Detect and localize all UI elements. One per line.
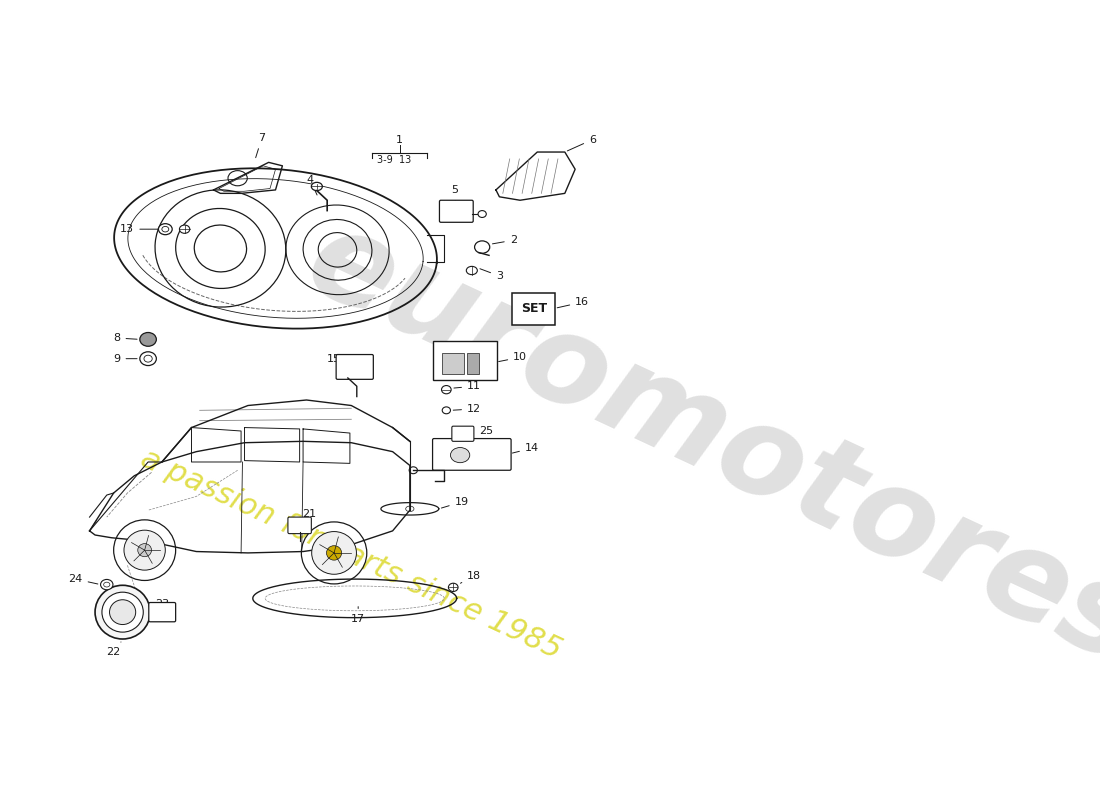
Ellipse shape [474, 241, 490, 254]
Text: 21: 21 [299, 509, 316, 522]
Text: 18: 18 [461, 570, 481, 583]
FancyBboxPatch shape [513, 293, 556, 325]
Text: 3: 3 [480, 269, 503, 281]
Ellipse shape [179, 225, 190, 234]
Text: 9: 9 [113, 354, 138, 364]
Text: 6: 6 [568, 134, 596, 151]
Ellipse shape [95, 586, 151, 639]
FancyBboxPatch shape [433, 341, 496, 380]
Text: 12: 12 [453, 404, 481, 414]
Text: 25: 25 [465, 426, 493, 436]
Text: 24: 24 [68, 574, 98, 584]
Ellipse shape [478, 210, 486, 218]
Text: SET: SET [520, 302, 547, 315]
Ellipse shape [327, 546, 342, 560]
Text: 10: 10 [498, 352, 527, 362]
Ellipse shape [110, 600, 135, 625]
Text: 19: 19 [441, 497, 469, 508]
Ellipse shape [102, 592, 143, 632]
Text: 17: 17 [351, 606, 365, 624]
Ellipse shape [466, 266, 477, 274]
Text: 2: 2 [493, 235, 517, 245]
Text: a passion for parts since 1985: a passion for parts since 1985 [136, 444, 566, 665]
Ellipse shape [140, 352, 156, 366]
Text: 7: 7 [255, 134, 265, 158]
FancyBboxPatch shape [337, 354, 373, 379]
Text: 20: 20 [443, 457, 472, 467]
Text: 4: 4 [307, 174, 317, 195]
Ellipse shape [100, 579, 113, 590]
Ellipse shape [441, 386, 451, 394]
Ellipse shape [451, 447, 470, 462]
Text: 11: 11 [454, 382, 481, 391]
Text: 13: 13 [120, 224, 162, 234]
Text: euromotores: euromotores [288, 198, 1100, 690]
Ellipse shape [449, 583, 458, 591]
Ellipse shape [140, 333, 156, 346]
Text: 15: 15 [327, 354, 352, 368]
Text: 5: 5 [451, 185, 458, 209]
Ellipse shape [442, 407, 451, 414]
Ellipse shape [138, 544, 152, 557]
Ellipse shape [311, 531, 356, 574]
FancyBboxPatch shape [440, 200, 473, 222]
Text: 14: 14 [513, 443, 539, 454]
Ellipse shape [124, 530, 165, 570]
Bar [468, 353, 480, 374]
Text: 1: 1 [396, 134, 403, 145]
Ellipse shape [311, 182, 322, 190]
FancyBboxPatch shape [432, 438, 512, 470]
Text: 8: 8 [113, 333, 138, 343]
Text: 22: 22 [107, 642, 121, 657]
FancyBboxPatch shape [288, 517, 311, 534]
Text: 16: 16 [558, 297, 590, 308]
Text: 23: 23 [155, 599, 169, 612]
FancyBboxPatch shape [452, 426, 474, 442]
Ellipse shape [158, 224, 173, 234]
FancyBboxPatch shape [148, 602, 176, 622]
Text: 3-9  13: 3-9 13 [377, 155, 411, 166]
Bar [442, 353, 464, 374]
